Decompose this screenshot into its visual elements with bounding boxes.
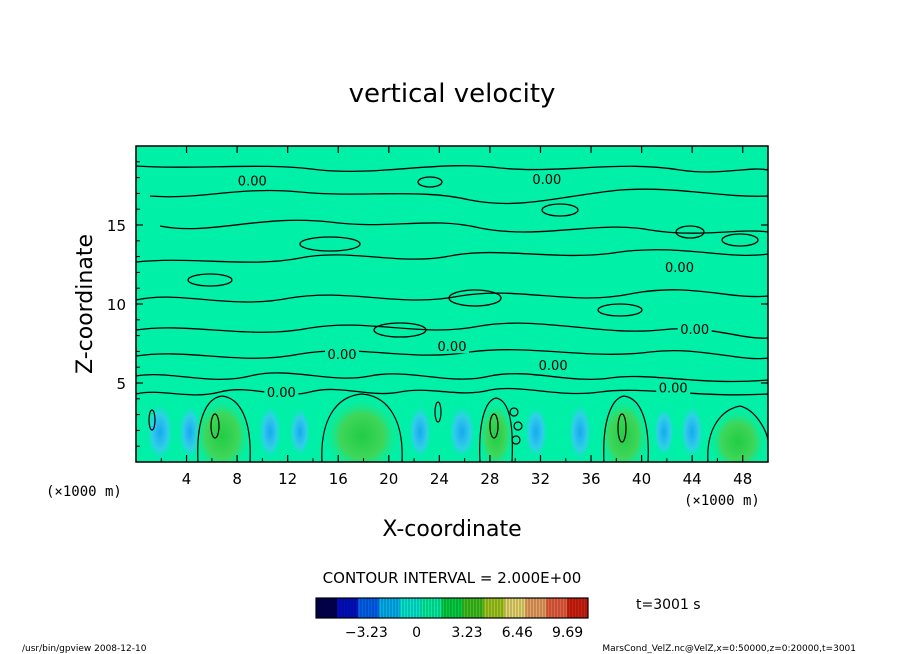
contour-label-bg — [529, 171, 564, 186]
colorbar-swatch — [420, 598, 443, 618]
x-tick-label: 16 — [329, 470, 348, 488]
colorbar-swatch — [462, 598, 484, 618]
contour-label: 0.00 — [438, 340, 467, 355]
contour-label: 0.00 — [238, 174, 267, 189]
colorbar-swatch — [399, 598, 422, 618]
downdraft-cell — [146, 402, 174, 462]
updraft-cell — [598, 392, 650, 462]
downdraft-cell — [258, 404, 282, 460]
x-axis: 4 8 12 16 20 24 28 32 36 40 44 48 — [160, 146, 752, 488]
x-tick-label: 36 — [581, 470, 600, 488]
colorbar-tick-label: 6.46 — [502, 625, 533, 641]
colorbar-tick-label: −3.23 — [345, 625, 388, 641]
contour-label: 0.00 — [659, 381, 688, 396]
updraft-cell — [192, 392, 252, 462]
updraft-cell — [478, 396, 514, 462]
colorbar-swatch — [441, 598, 463, 618]
updraft-cell — [322, 392, 402, 462]
contour-label-bg — [435, 339, 469, 354]
x-unit-right: (×1000 m) — [684, 493, 760, 509]
colorbar-tick-label: 3.23 — [451, 625, 482, 641]
colorbar-tick-label: 0 — [412, 625, 421, 641]
downdraft-cell — [524, 404, 548, 460]
contour-label-bg — [656, 380, 691, 395]
colorbar-tick-labels: −3.23 0 3.23 6.46 9.69 — [345, 625, 583, 641]
updraft-cell — [708, 404, 768, 462]
downdraft-cell — [680, 404, 704, 460]
colorbar-swatch — [546, 598, 568, 618]
downdraft-cell — [653, 406, 675, 458]
y-tick-label: 5 — [116, 375, 126, 393]
footer-right: MarsCond_VelZ.nc@VelZ,x=0:50000,z=0:2000… — [602, 644, 856, 654]
y-tick-label: 10 — [107, 296, 126, 314]
colorbar-swatch — [504, 598, 526, 618]
time-label: t=3001 s — [636, 597, 701, 613]
contour-interval: CONTOUR INTERVAL = 2.000E+00 — [323, 569, 582, 587]
colorbar-swatch — [378, 598, 401, 618]
contour-label: 0.00 — [665, 261, 694, 276]
colorbar — [315, 597, 589, 619]
colorbar-swatch — [336, 598, 359, 618]
x-tick-label: 8 — [232, 470, 242, 488]
y-axis-label: Z-coordinate — [73, 234, 98, 374]
downdraft-cell — [289, 406, 311, 458]
contour-lines — [136, 165, 768, 396]
contour-label-bg — [677, 321, 712, 336]
x-tick-label: 44 — [683, 470, 702, 488]
colorbar-frame — [315, 597, 589, 619]
colorbar-swatch — [357, 598, 380, 618]
y-tick-label: 15 — [107, 217, 126, 235]
y-axis: 5 10 15 — [107, 161, 768, 447]
x-unit-left: (×1000 m) — [46, 484, 122, 500]
downdraft-cell — [408, 404, 432, 460]
downdraft-cell — [448, 404, 476, 460]
x-tick-label: 12 — [278, 470, 297, 488]
colorbar-tick-label: 9.69 — [552, 625, 583, 641]
x-tick-label: 24 — [430, 470, 449, 488]
x-tick-label: 48 — [733, 470, 752, 488]
contour-label: 0.00 — [539, 359, 568, 374]
colorbar-swatch — [525, 598, 547, 618]
x-tick-label: 28 — [480, 470, 499, 488]
x-tick-label: 4 — [182, 470, 192, 488]
contour-label: 0.00 — [532, 173, 561, 188]
downdraft-cell — [568, 402, 592, 462]
x-tick-label: 20 — [379, 470, 398, 488]
contour-label: 0.00 — [328, 348, 357, 363]
x-axis-label: X-coordinate — [382, 517, 521, 542]
colorbar-swatch — [316, 598, 338, 618]
contour-label-bg — [264, 385, 299, 400]
x-tick-label: 40 — [632, 470, 651, 488]
cell-contours — [148, 393, 768, 462]
contour-label-bg — [325, 347, 360, 362]
plot-area: 0.00 0.00 0.00 0.00 0.00 0.00 0.00 0.00 0.00 — [136, 146, 768, 462]
contour-label-bg — [235, 173, 270, 188]
contour-label: 0.00 — [267, 386, 296, 401]
footer-left: /usr/bin/gpview 2008-12-10 — [22, 644, 147, 654]
chart-title: vertical velocity — [349, 79, 556, 109]
contour-label-bg — [536, 358, 571, 373]
colorbar-swatch — [567, 598, 589, 618]
contour-labels: 0.00 0.00 0.00 0.00 0.00 0.00 0.00 0.00 0.00 — [235, 171, 712, 401]
colorbar-swatch — [483, 598, 505, 618]
contour-label: 0.00 — [680, 323, 709, 338]
x-tick-label: 32 — [531, 470, 550, 488]
contour-label-bg — [662, 260, 697, 275]
